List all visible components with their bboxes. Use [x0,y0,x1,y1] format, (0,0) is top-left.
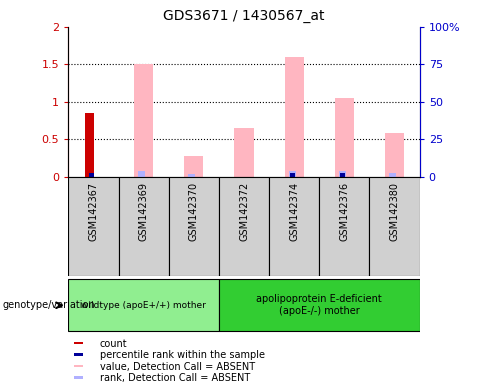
Text: GSM142367: GSM142367 [88,182,99,241]
Bar [74,342,83,344]
Bar [188,174,195,177]
Bar [285,57,304,177]
Text: GSM142372: GSM142372 [239,182,249,241]
Bar [74,376,83,379]
Text: apolipoprotein E-deficient
(apoE-/-) mother: apolipoprotein E-deficient (apoE-/-) mot… [256,295,382,316]
Bar [219,280,420,331]
Bar [339,170,346,177]
Bar [269,177,319,276]
Text: GSM142376: GSM142376 [339,182,349,241]
Bar [184,156,203,177]
Bar [85,113,94,177]
Bar [74,365,83,367]
Bar [234,128,254,177]
Text: wildtype (apoE+/+) mother: wildtype (apoE+/+) mother [81,301,206,310]
Bar [389,173,396,177]
Bar [289,170,296,177]
Bar [369,177,420,276]
Bar [319,177,369,276]
Bar [340,173,345,177]
Bar [119,177,169,276]
Bar [74,353,83,356]
Text: GSM142370: GSM142370 [189,182,199,241]
Bar [290,173,295,177]
Text: rank, Detection Call = ABSENT: rank, Detection Call = ABSENT [100,373,250,383]
Bar [219,177,269,276]
Bar [169,177,219,276]
Bar [89,173,94,177]
Bar [138,170,145,177]
Bar [134,64,153,177]
Text: count: count [100,339,127,349]
Text: percentile rank within the sample: percentile rank within the sample [100,350,265,360]
Text: genotype/variation: genotype/variation [2,300,95,310]
Bar [385,133,404,177]
Text: GSM142374: GSM142374 [289,182,299,241]
Bar [335,98,354,177]
Title: GDS3671 / 1430567_at: GDS3671 / 1430567_at [163,9,325,23]
Text: GSM142380: GSM142380 [389,182,400,241]
Bar [68,177,119,276]
Bar [68,280,219,331]
Text: value, Detection Call = ABSENT: value, Detection Call = ABSENT [100,362,255,372]
Text: GSM142369: GSM142369 [139,182,149,241]
